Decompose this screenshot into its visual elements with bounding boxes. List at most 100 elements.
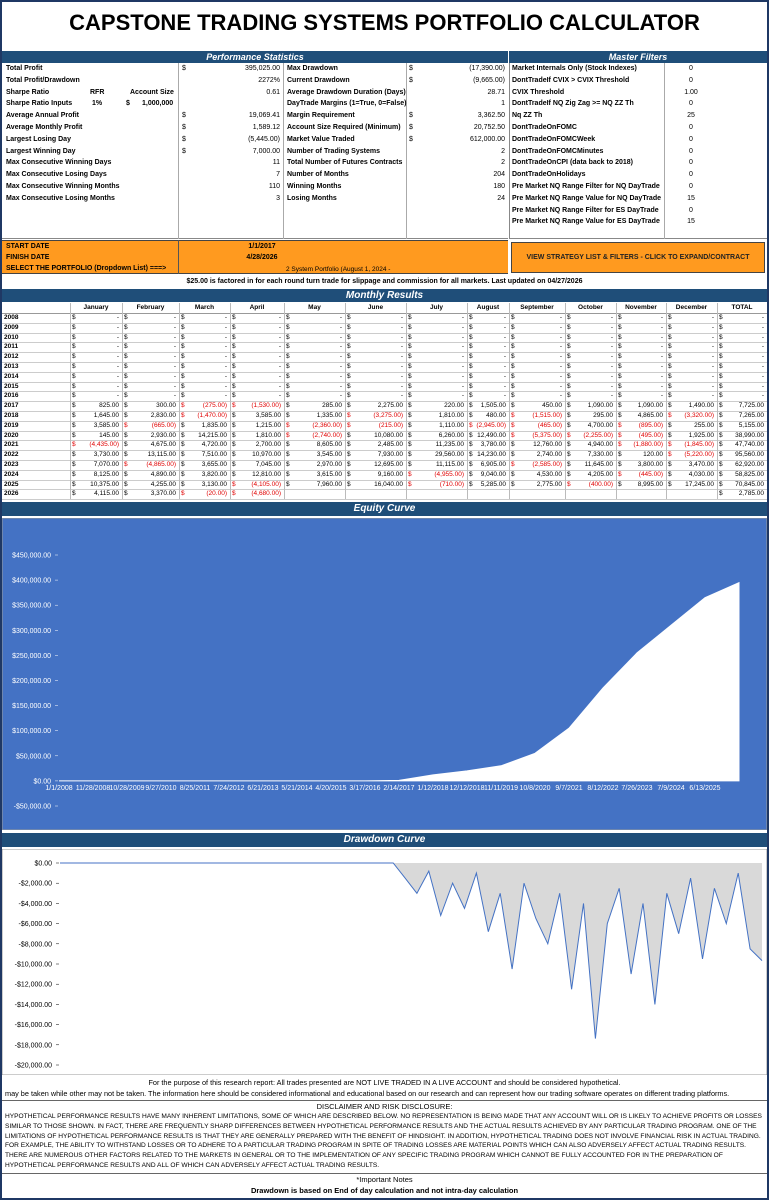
year: 2019 bbox=[4, 421, 19, 429]
y-tick-label: $250,000.00 bbox=[12, 653, 51, 660]
filter-label: DontTradeIf CVIX > CVIX Threshold bbox=[512, 76, 630, 84]
currency: $ bbox=[347, 363, 351, 370]
month-value: - bbox=[116, 392, 119, 400]
area bbox=[59, 581, 740, 782]
stat-value: (17,390.00) bbox=[469, 65, 505, 72]
month-value: - bbox=[660, 343, 663, 351]
month-value: 47,740.00 bbox=[735, 441, 764, 449]
currency: $ bbox=[408, 392, 412, 400]
currency: $ bbox=[286, 392, 290, 400]
currency: $ bbox=[719, 343, 723, 351]
currency: $ bbox=[347, 461, 351, 468]
month-value: - bbox=[660, 314, 663, 321]
month-value: - bbox=[339, 333, 342, 341]
y-tick-label: -$50,000.00 bbox=[14, 804, 51, 811]
currency: $ bbox=[618, 470, 622, 478]
divider bbox=[178, 63, 179, 239]
stat-label: Average Annual Profit bbox=[6, 112, 79, 120]
month-header: February bbox=[136, 304, 165, 311]
month-value: 4,720.00 bbox=[201, 441, 227, 449]
currency: $ bbox=[232, 480, 236, 488]
currency: $ bbox=[618, 412, 622, 419]
year: 2012 bbox=[4, 353, 19, 361]
currency: $ bbox=[567, 392, 571, 400]
currency: $ bbox=[347, 343, 351, 351]
month-value: 6,905.00 bbox=[480, 461, 506, 468]
currency: $ bbox=[181, 353, 185, 361]
month-value: 70,845.00 bbox=[735, 480, 764, 488]
month-value: 3,800.00 bbox=[637, 461, 663, 468]
currency: $ bbox=[181, 490, 185, 498]
currency: $ bbox=[567, 461, 571, 468]
start-label: START DATE bbox=[6, 243, 50, 250]
month-value: 12,695.00 bbox=[374, 461, 403, 468]
chart: -$50,000.00 $0.00 $50,000.00 $100,000.00 $15… bbox=[2, 518, 767, 830]
month-value: 7,045.00 bbox=[255, 461, 281, 468]
col-line bbox=[509, 303, 510, 500]
y-tick-label: $0.00 bbox=[33, 778, 51, 785]
month-value: 4,030.00 bbox=[688, 470, 714, 478]
disclaimer-intro2: may be taken while other may not be take… bbox=[5, 1089, 730, 1098]
section-header: Equity Curve bbox=[2, 502, 767, 516]
y-tick-label: -$8,000.00 bbox=[19, 941, 53, 948]
strategy-button[interactable]: VIEW STRATEGY LIST & FILTERS - CLICK TO … bbox=[511, 242, 765, 273]
currency: $ bbox=[719, 392, 723, 400]
finish-value: 4/28/2026 bbox=[246, 254, 278, 261]
month-value: 1,110.00 bbox=[439, 421, 464, 429]
currency: $ bbox=[232, 421, 236, 429]
month-value: - bbox=[278, 363, 281, 370]
month-value: - bbox=[400, 382, 403, 390]
month-value: 7,930.00 bbox=[377, 451, 403, 459]
y-tick-label: $150,000.00 bbox=[12, 703, 51, 710]
month-value: 9,040.00 bbox=[480, 470, 506, 478]
col-line bbox=[284, 303, 285, 500]
stat-unit: $ bbox=[409, 112, 413, 120]
stat-label: Max Consecutive Winning Months bbox=[6, 183, 120, 190]
currency: $ bbox=[181, 480, 185, 488]
y-tick-label: $100,000.00 bbox=[12, 728, 51, 735]
month-value: 3,615.00 bbox=[316, 470, 342, 478]
month-value: (2,255.00) bbox=[583, 431, 613, 439]
currency: $ bbox=[347, 392, 351, 400]
currency: $ bbox=[124, 382, 128, 390]
currency: $ bbox=[511, 333, 515, 341]
currency: $ bbox=[618, 363, 622, 370]
month-value: 8,605.00 bbox=[316, 441, 342, 449]
stat-unit: $ bbox=[409, 124, 413, 131]
month-value: (895.00) bbox=[638, 421, 663, 429]
month-value: 14,230.00 bbox=[477, 451, 506, 459]
year: 2015 bbox=[4, 382, 19, 390]
stat-unit: $ bbox=[182, 112, 186, 120]
currency: $ bbox=[469, 402, 473, 410]
stat-label: Total Profit/Drawdown bbox=[6, 76, 80, 84]
currency: $ bbox=[72, 480, 76, 488]
stat-value: 2272% bbox=[258, 76, 280, 84]
currency: $ bbox=[286, 480, 290, 488]
stat-unit: $ bbox=[182, 135, 186, 143]
month-value: 12,490.00 bbox=[477, 431, 506, 439]
month-value: (710.00) bbox=[439, 480, 464, 488]
currency: $ bbox=[286, 333, 290, 341]
month-value: 220.00 bbox=[444, 402, 464, 410]
currency: $ bbox=[719, 353, 723, 361]
currency: $ bbox=[181, 461, 185, 468]
year: 2017 bbox=[4, 402, 19, 410]
stat-value: 1 bbox=[501, 100, 505, 108]
stat-value: 2 bbox=[501, 147, 505, 155]
month-value: - bbox=[660, 382, 663, 390]
month-value: - bbox=[503, 392, 506, 400]
month-value: 5,155.00 bbox=[738, 421, 764, 429]
portfolio-select[interactable]: 2 System Portfolio (August 1, 2024 - bbox=[286, 266, 391, 273]
month-value: - bbox=[660, 363, 663, 370]
month-value: - bbox=[461, 353, 464, 361]
month-value: - bbox=[278, 343, 281, 351]
date-block bbox=[2, 240, 508, 274]
currency: $ bbox=[567, 480, 571, 488]
month-value: 3,370.00 bbox=[150, 490, 176, 498]
month-value: (3,275.00) bbox=[373, 412, 403, 419]
filter-label: DontTradeOnFOMCWeek bbox=[512, 135, 596, 143]
month-value: - bbox=[278, 323, 281, 331]
month-value: - bbox=[711, 353, 714, 361]
divider bbox=[178, 240, 179, 274]
month-value: 255.00 bbox=[694, 421, 714, 429]
